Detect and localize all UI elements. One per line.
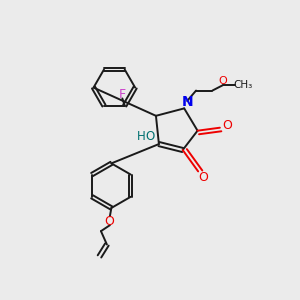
Text: N: N: [182, 95, 194, 109]
Text: F: F: [119, 88, 126, 101]
Text: CH₃: CH₃: [233, 80, 253, 90]
Text: H: H: [137, 130, 146, 143]
Text: O: O: [199, 171, 208, 184]
Text: O: O: [219, 76, 227, 86]
Text: O: O: [146, 130, 154, 143]
Text: O: O: [222, 119, 232, 132]
Text: O: O: [104, 215, 114, 228]
